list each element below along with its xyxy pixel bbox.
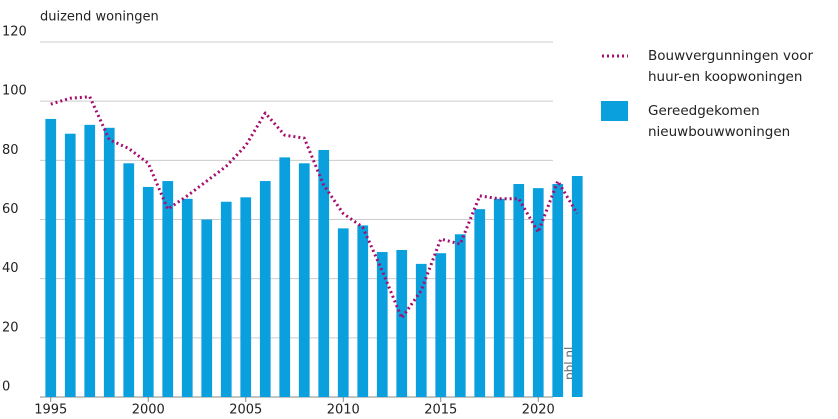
bar [220, 201, 232, 397]
x-tick-label: 2005 [229, 403, 262, 418]
bar [337, 228, 349, 397]
bar [45, 118, 57, 398]
bar [181, 198, 193, 397]
bar [318, 149, 330, 397]
legend-label: Gereedgekomen nieuwbouwwoningen [648, 103, 790, 140]
bar [396, 249, 408, 397]
bar [259, 181, 271, 397]
bar [493, 198, 505, 397]
y-tick-label: 80 [2, 143, 19, 158]
line [50, 95, 579, 320]
y-tick-label: 20 [2, 320, 19, 335]
x-tick-label: 1995 [34, 403, 67, 418]
bar [103, 127, 115, 398]
y-tick-label: 120 [2, 25, 27, 40]
bar [240, 197, 252, 397]
bar [64, 133, 76, 398]
bar [571, 176, 583, 397]
bar [474, 209, 486, 397]
bar [123, 163, 135, 397]
bar [415, 263, 427, 397]
y-tick-label: 100 [2, 84, 27, 99]
x-tick-label: 2020 [522, 403, 555, 418]
x-tick-label: 2000 [132, 403, 165, 418]
bar [201, 219, 213, 397]
bar [84, 124, 96, 397]
legend-swatch [601, 101, 628, 121]
y-tick-label: 40 [2, 261, 19, 276]
bar [532, 188, 544, 397]
bar [435, 253, 447, 397]
legend-label: Bouwvergunningen voor huur-en koopwoninge… [648, 48, 814, 85]
bar [357, 225, 369, 397]
y-axis-label: duizend woningen [40, 10, 159, 25]
bar [552, 184, 564, 397]
bar [142, 186, 154, 397]
bar [279, 157, 291, 397]
bar [454, 234, 466, 397]
bar [513, 184, 525, 397]
y-tick-label: 60 [2, 202, 19, 217]
y-tick-label: 0 [2, 380, 10, 395]
bar [376, 252, 388, 397]
x-tick-label: 2010 [327, 403, 360, 418]
bar [162, 181, 174, 397]
x-tick-label: 2015 [424, 403, 457, 418]
bar [298, 163, 310, 397]
